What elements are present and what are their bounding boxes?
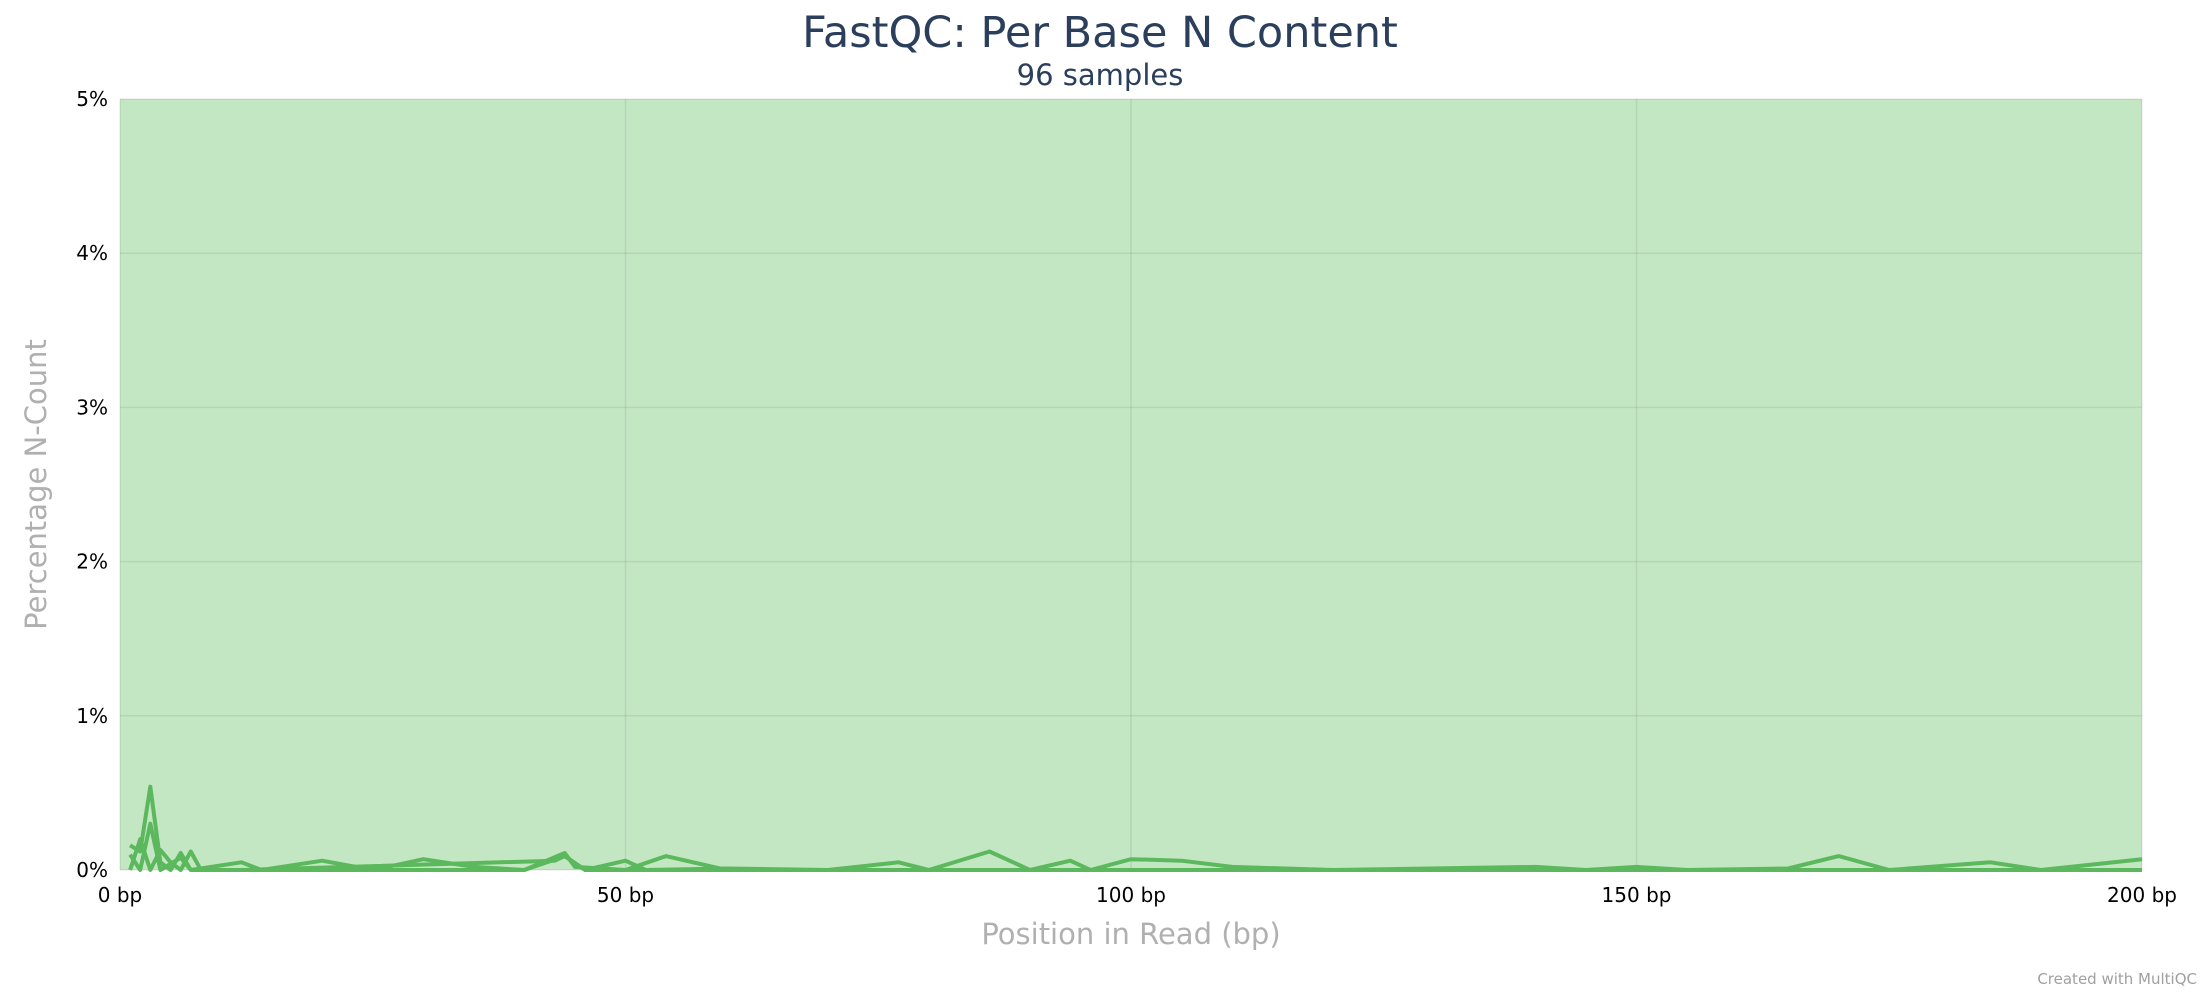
y-tick-label: 1% xyxy=(76,704,108,728)
plot-band-pass xyxy=(120,99,2142,870)
series-line-3 xyxy=(128,821,2142,872)
y-axis-title: Percentage N-Count xyxy=(19,339,53,630)
credit-text[interactable]: Created with MultiQC xyxy=(2037,970,2197,988)
y-tick-label: 4% xyxy=(76,241,108,265)
y-tick-label: 5% xyxy=(76,87,108,111)
x-tick-label: 200 bp xyxy=(2107,883,2177,907)
x-tick-label: 100 bp xyxy=(1096,883,1166,907)
y-tick-label: 3% xyxy=(76,395,108,419)
y-tick-label: 2% xyxy=(76,550,108,574)
x-axis-title: Position in Read (bp) xyxy=(981,917,1280,951)
x-tick-label: 150 bp xyxy=(1602,883,1672,907)
chart-title: FastQC: Per Base N Content xyxy=(802,8,1398,58)
chart-subtitle: 96 samples xyxy=(1016,58,1184,92)
y-tick-label: 0% xyxy=(76,858,108,882)
x-tick-label: 50 bp xyxy=(597,883,654,907)
x-tick-label: 0 bp xyxy=(98,883,142,907)
